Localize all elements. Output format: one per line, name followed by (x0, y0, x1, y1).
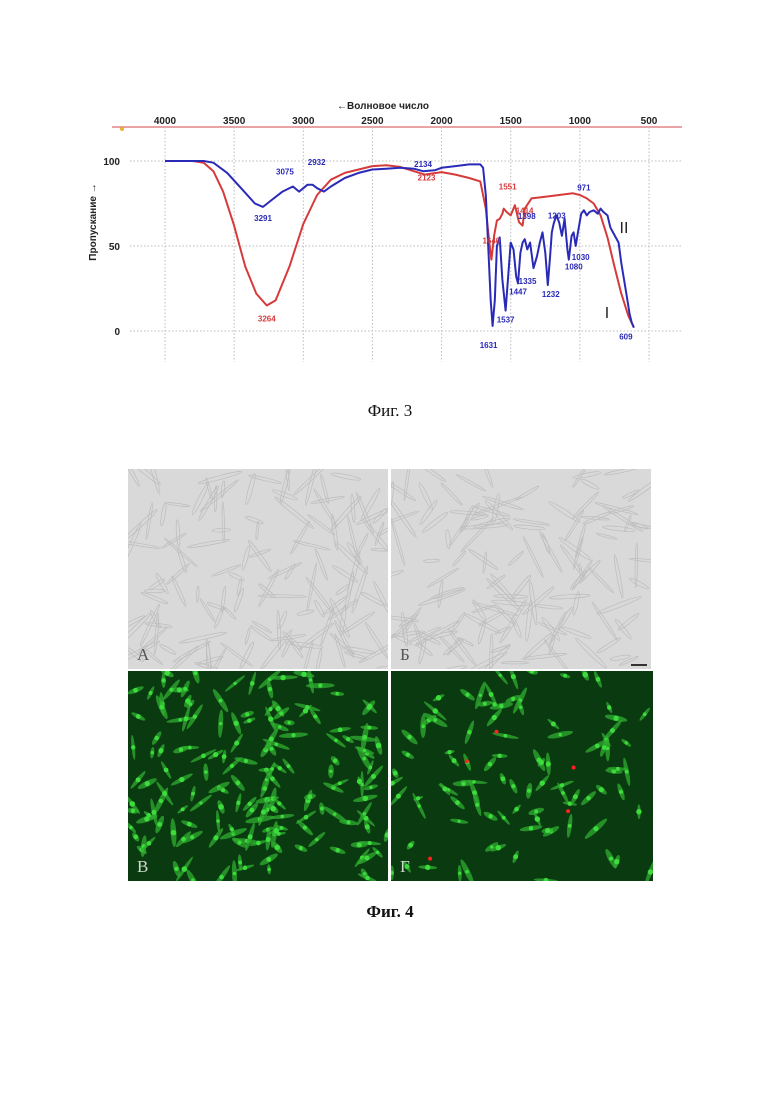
axis-origin-marker (120, 127, 124, 131)
bright-field-image (391, 469, 651, 669)
figure-4-caption: Фиг. 4 (0, 902, 780, 922)
peak-label: 1232 (542, 290, 560, 299)
y-tick-label: 100 (103, 157, 120, 168)
fluorescence-image (128, 671, 388, 881)
x-axis-title: ←Волновое число (337, 101, 429, 112)
peak-label: 1080 (565, 263, 583, 272)
x-tick-label: 1000 (569, 116, 592, 127)
peak-label: 3075 (276, 168, 294, 177)
x-tick-label: 3000 (292, 116, 315, 127)
peak-label: 1640 (482, 237, 500, 246)
panel-label-v: В (137, 857, 148, 877)
figure-3-caption: Фиг. 3 (0, 401, 780, 421)
series-line-i (165, 161, 634, 328)
x-tick-label: 4000 (154, 116, 177, 127)
micrograph-panel-g: Г (391, 671, 653, 881)
fluorescence-image (391, 671, 653, 881)
micrograph-panel-b: Б (391, 469, 651, 669)
curve-label-ii: II (620, 220, 629, 237)
micrograph-panel-v: В (128, 671, 388, 881)
peak-label: 1398 (518, 212, 536, 221)
peak-label: 1537 (497, 316, 515, 325)
y-tick-label: 50 (109, 242, 121, 253)
panel-label-a: А (137, 645, 149, 665)
x-tick-label: 2000 (430, 116, 453, 127)
peak-label: 1551 (499, 183, 517, 192)
peak-label: 1030 (572, 253, 590, 262)
panel-label-b: Б (400, 645, 410, 665)
x-tick-label: 3500 (223, 116, 246, 127)
peak-label: 1447 (509, 287, 527, 296)
curve-label-i: I (605, 305, 609, 322)
peak-label: 1203 (548, 211, 566, 220)
series-line-ii (165, 161, 634, 328)
peak-label: 3291 (254, 214, 272, 223)
peak-label: 2123 (418, 174, 436, 183)
peak-label: 2134 (414, 160, 432, 169)
panel-label-g: Г (400, 857, 410, 877)
peak-label: 3264 (258, 315, 276, 324)
y-axis-title: Пропускание → (88, 183, 99, 260)
y-tick-label: 0 (114, 327, 120, 338)
bright-field-image (128, 469, 388, 669)
peak-label: 971 (577, 183, 591, 192)
x-tick-label: 500 (641, 116, 658, 127)
ir-spectrum-chart: 4000350030002500200015001000500100500←Во… (0, 0, 780, 380)
peak-label: 609 (619, 333, 633, 342)
peak-label: 1335 (519, 277, 537, 286)
x-tick-label: 2500 (361, 116, 384, 127)
peak-label: 2932 (308, 158, 326, 167)
x-tick-label: 1500 (500, 116, 523, 127)
micrograph-panel-a: А (128, 469, 388, 669)
peak-label: 1631 (480, 341, 498, 350)
